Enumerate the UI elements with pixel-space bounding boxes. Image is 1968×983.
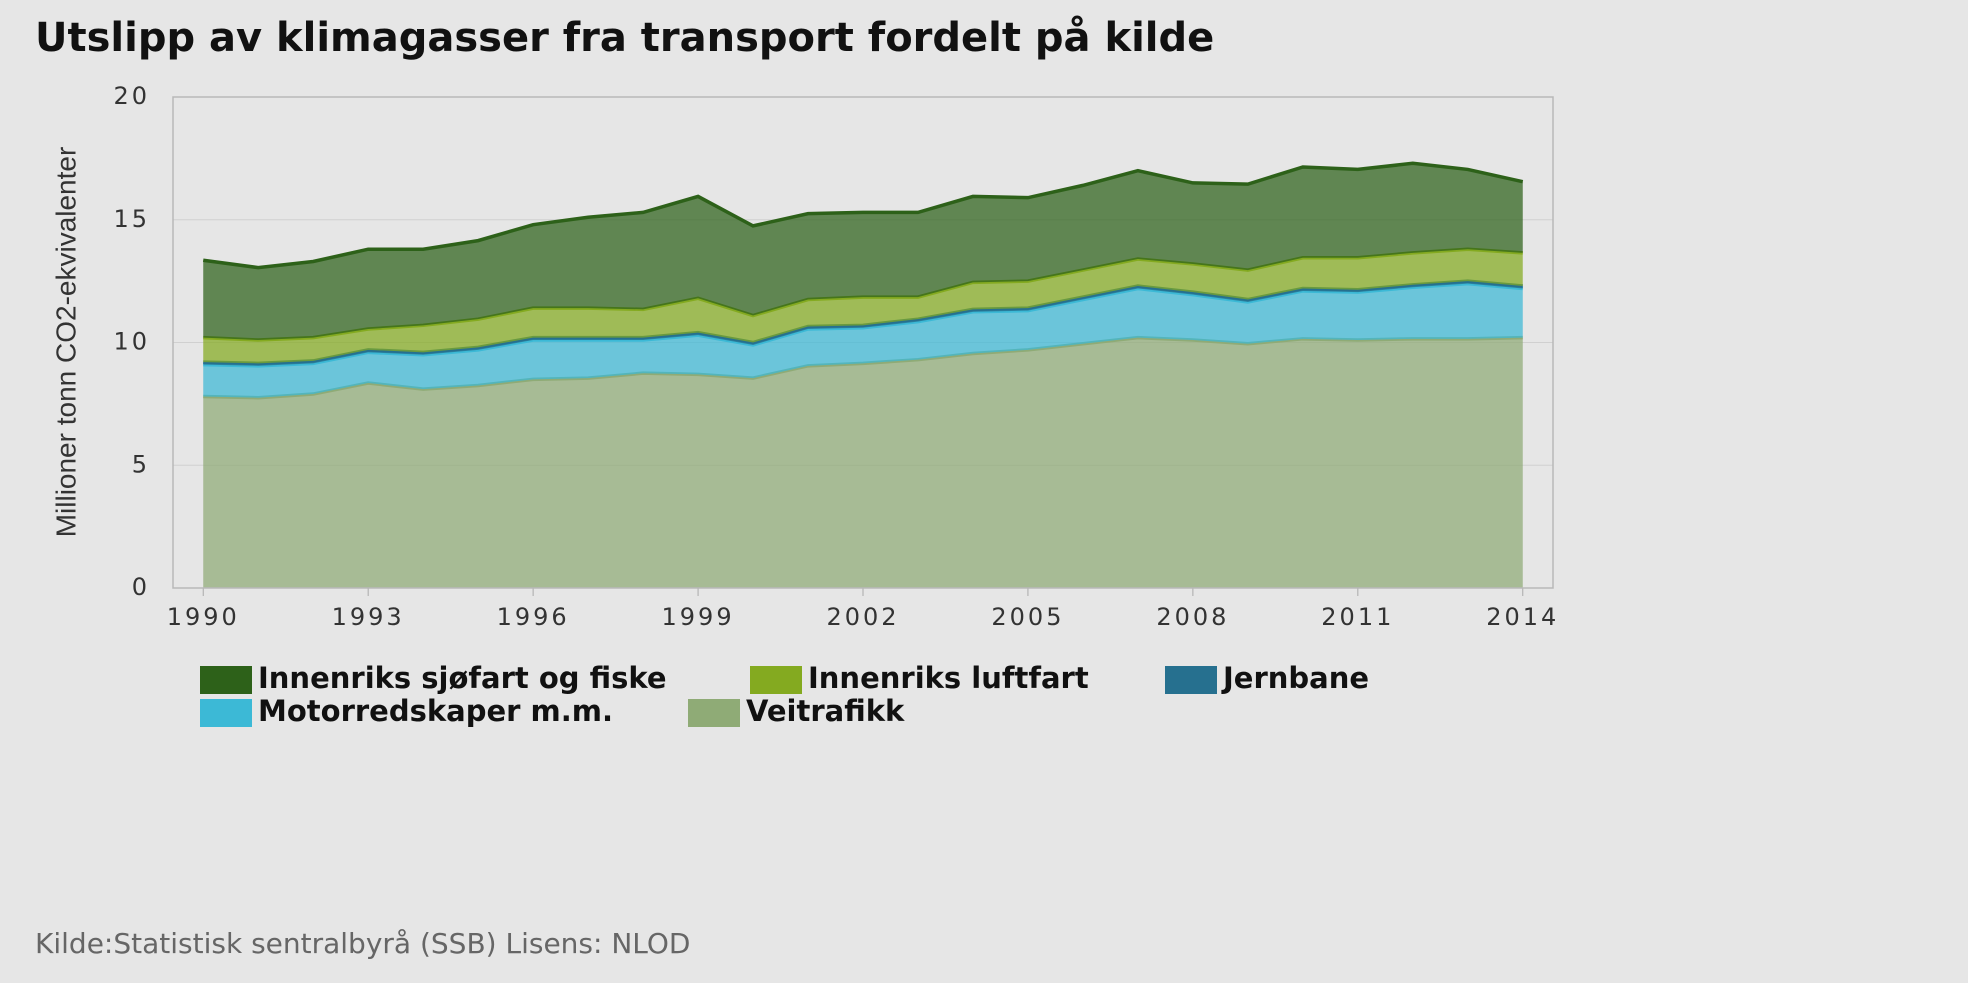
x-tick-label: 1999 (662, 603, 735, 631)
area (203, 163, 1523, 341)
y-tick-label: 15 (113, 205, 150, 233)
y-axis-label: Millioner tonn CO2-ekvivalenter (50, 147, 81, 538)
legend-swatch (750, 666, 802, 694)
legend-swatch (688, 699, 740, 727)
y-tick-label: 5 (132, 450, 150, 478)
area (203, 337, 1523, 588)
source: Kilde:Statistisk sentralbyrå (SSB) Lisen… (35, 927, 690, 960)
legend-swatch (1165, 666, 1217, 694)
area (203, 249, 1523, 364)
y-tick-label: 10 (113, 328, 150, 356)
area-line (203, 161, 1524, 270)
x-tick-label: 2005 (991, 603, 1064, 631)
y-tick-label: 20 (113, 82, 150, 110)
x-tick-label: 1993 (332, 603, 405, 631)
x-tick-label: 2011 (1321, 603, 1394, 631)
legend-swatch (200, 666, 252, 694)
legend-label: Innenriks luftfart (808, 661, 1089, 695)
legend-label: Innenriks sjøfart og fiske (258, 661, 667, 695)
x-tick-label: 2008 (1156, 603, 1229, 631)
y-tick-label: 0 (132, 573, 150, 601)
area (203, 283, 1523, 398)
legend-label: Motorredskaper m.m. (258, 694, 613, 728)
legend-swatch (200, 699, 252, 727)
chart-title: Utslipp av klimagasser fra transport for… (35, 14, 1214, 61)
x-tick-label: 1990 (167, 603, 240, 631)
x-tick-label: 2014 (1486, 603, 1559, 631)
legend-label: Jernbane (1221, 661, 1369, 695)
x-tick-label: 2002 (826, 603, 899, 631)
plot-border (172, 96, 1554, 589)
x-tick-label: 1996 (497, 603, 570, 631)
legend-label: Veitrafikk (746, 694, 905, 728)
